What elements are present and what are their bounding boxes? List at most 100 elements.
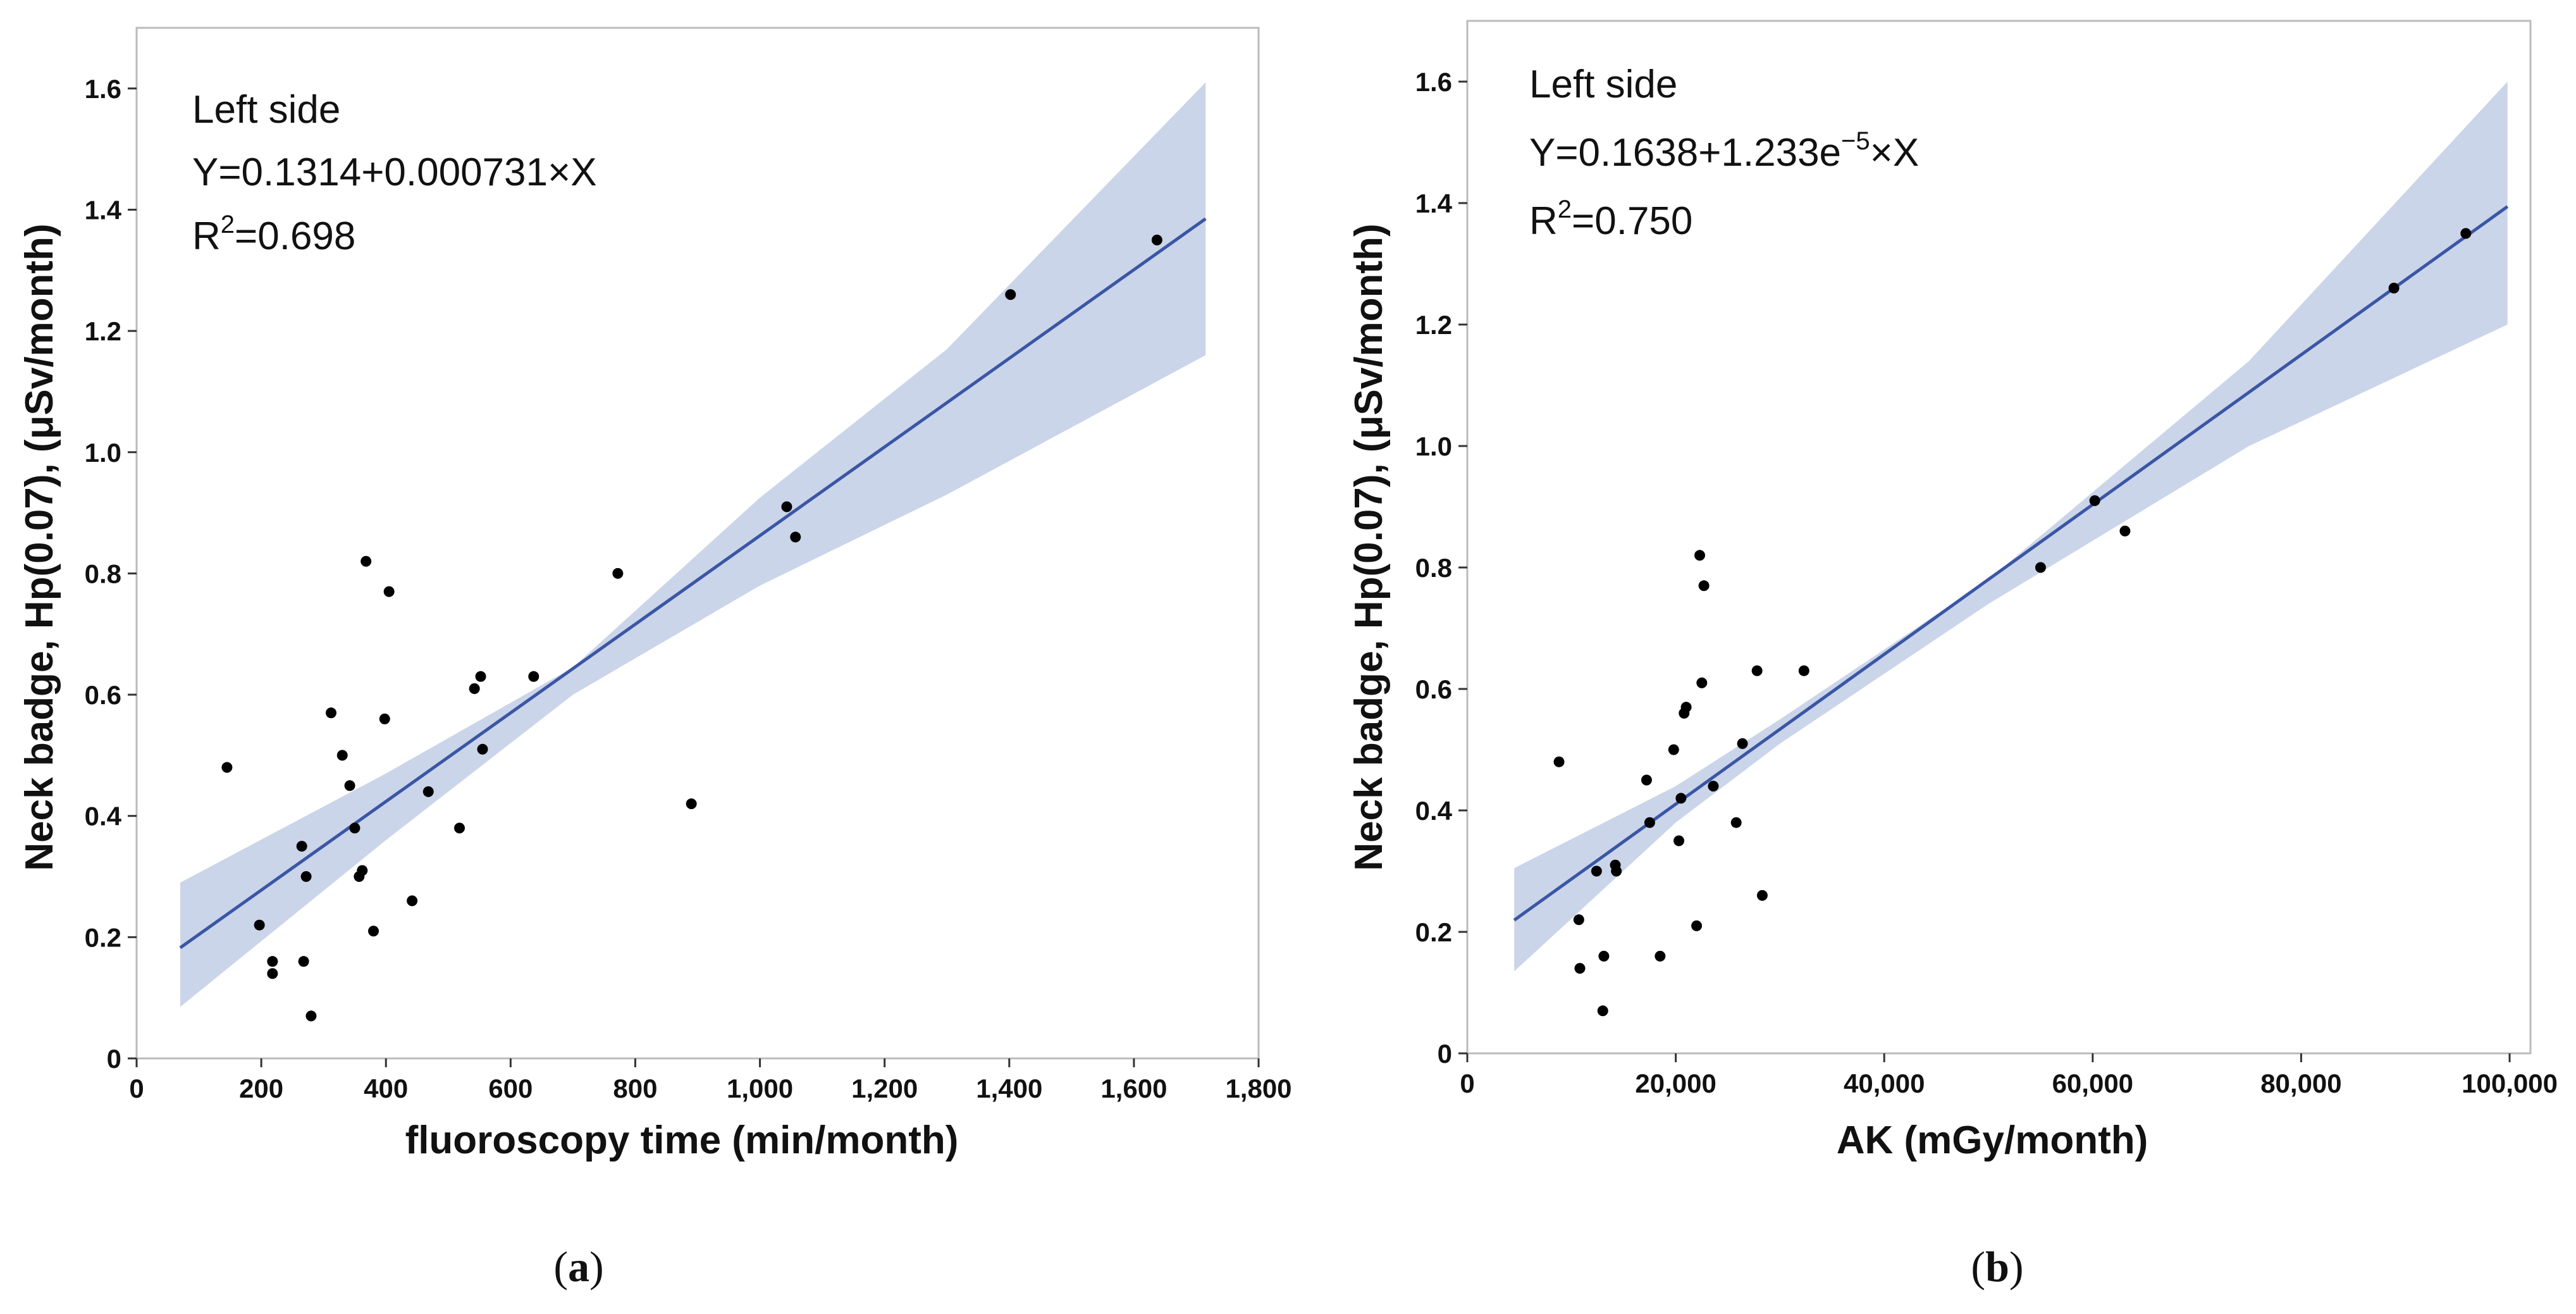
x-tick-label: 1,800 [1225, 1074, 1291, 1103]
r-squared-label: R [1529, 199, 1558, 243]
data-point [477, 743, 488, 755]
data-point [1751, 665, 1763, 676]
y-tick-label: 0.4 [1415, 796, 1453, 826]
panel-label-a: (a) [553, 1243, 603, 1291]
x-tick-label: 1,600 [1100, 1074, 1167, 1103]
data-point [2460, 228, 2472, 239]
data-point [1675, 793, 1687, 804]
data-point [612, 567, 624, 579]
equation-tail: ×X [1870, 131, 1920, 175]
data-point [1553, 756, 1565, 767]
equation-exponent: −5 [1841, 127, 1870, 155]
x-tick-label: 1,200 [851, 1074, 918, 1103]
data-point [1737, 738, 1748, 749]
x-tick-label: 20,000 [1635, 1069, 1716, 1098]
x-tick-label: 800 [613, 1074, 657, 1103]
y-axis-title: Neck badge, Hp(0.07), (μSv/month) [1347, 223, 1391, 871]
data-point [267, 956, 278, 967]
x-tick-label: 600 [488, 1074, 533, 1103]
y-tick-label: 1.0 [1415, 431, 1452, 461]
x-tick-label: 400 [364, 1074, 408, 1103]
data-point [2388, 282, 2400, 294]
data-point [1005, 289, 1016, 301]
annotation-equation: Y=0.1638+1.233e−5×X [1529, 127, 1919, 175]
x-tick-label: 80,000 [2260, 1069, 2341, 1098]
r-squared-value: =0.698 [235, 214, 355, 258]
data-point [357, 865, 368, 876]
data-point [790, 531, 801, 543]
confidence-band [1514, 82, 2508, 972]
data-point [368, 926, 379, 937]
data-point [2035, 562, 2046, 573]
data-point [2119, 525, 2131, 536]
x-axis-title: fluoroscopy time (min/month) [405, 1119, 959, 1162]
data-point [267, 968, 278, 979]
data-point [221, 762, 233, 773]
data-point [2089, 495, 2100, 506]
y-tick-label: 0.2 [85, 922, 121, 952]
y-tick-label: 0.2 [1415, 917, 1452, 947]
data-point [1597, 1005, 1608, 1017]
annotation-r-squared: R2=0.750 [1529, 195, 1692, 243]
data-point [469, 683, 480, 694]
annotation-equation: Y=0.1314+0.000731×X [192, 151, 597, 194]
data-point [349, 822, 361, 834]
y-tick-label: 0 [1438, 1039, 1452, 1069]
x-tick-label: 200 [239, 1074, 283, 1103]
data-point [379, 713, 390, 724]
y-tick-label: 1.4 [85, 195, 122, 225]
data-point [1641, 774, 1652, 786]
data-point [1708, 781, 1719, 792]
x-tick-label: 40,000 [1844, 1069, 1925, 1098]
data-point [1611, 865, 1622, 877]
plot-frame [1466, 20, 2532, 1055]
x-axis-title: AK (mGy/month) [1837, 1119, 2148, 1162]
y-tick-label: 0.6 [1415, 674, 1452, 704]
data-point [1591, 865, 1602, 877]
x-axis-ticks: 0 200 400 600 800 1,000 1,200 1,400 1,600 1,800 [129, 1058, 1292, 1103]
data-points [221, 234, 1162, 1022]
data-point [1756, 889, 1768, 901]
y-axis-title: Neck badge, Hp(0.07), (μSv/month) [18, 223, 61, 871]
data-point [254, 919, 265, 931]
r-squared-superscript: 2 [1558, 195, 1572, 223]
y-axis-ticks: 0 0.2 0.4 0.6 0.8 1.0 1.2 1.4 1.6 [1415, 67, 1467, 1069]
data-point [528, 671, 539, 682]
y-tick-label: 1.6 [85, 74, 121, 104]
panel-label-b-letter: b [1985, 1243, 2009, 1291]
data-point [422, 786, 434, 797]
data-point [1655, 950, 1666, 962]
x-tick-label: 1,000 [727, 1074, 793, 1103]
data-point [298, 956, 309, 967]
data-point [1573, 914, 1584, 926]
y-tick-label: 1.0 [85, 438, 121, 468]
annotation-r-squared: R2=0.698 [192, 211, 355, 258]
data-point [1680, 702, 1692, 713]
data-point [1644, 817, 1655, 828]
y-tick-label: 0.6 [85, 680, 121, 710]
annotation-title: Left side [1529, 63, 1677, 106]
r-squared-value: =0.750 [1572, 199, 1692, 243]
plot-frame [135, 27, 1260, 1060]
y-tick-label: 0.8 [85, 559, 121, 588]
data-point [1668, 744, 1679, 755]
data-point [1673, 835, 1685, 846]
y-tick-label: 1.6 [1415, 67, 1452, 97]
chart-a: 0 200 400 600 800 1,000 1,200 1,400 1,600 1,800 0… [18, 27, 1292, 1291]
x-tick-label: 1,400 [976, 1074, 1042, 1103]
x-axis-ticks: 0 20,000 40,000 60,000 80,000 100,000 [1460, 1053, 2558, 1098]
data-point [1691, 920, 1703, 931]
data-point [361, 555, 372, 567]
data-point [1574, 963, 1586, 974]
y-tick-label: 1.4 [1415, 189, 1453, 218]
data-point [344, 780, 355, 791]
data-point [325, 707, 336, 719]
chart-b: 0 20,000 40,000 60,000 80,000 100,000 0 0.2 0.4… [1347, 20, 2558, 1291]
y-tick-label: 1.2 [85, 316, 121, 346]
data-point [1151, 234, 1162, 245]
x-tick-label: 0 [1460, 1069, 1474, 1098]
data-point [336, 750, 348, 761]
data-point [300, 871, 312, 883]
data-point [407, 895, 418, 907]
confidence-band [180, 82, 1206, 1007]
